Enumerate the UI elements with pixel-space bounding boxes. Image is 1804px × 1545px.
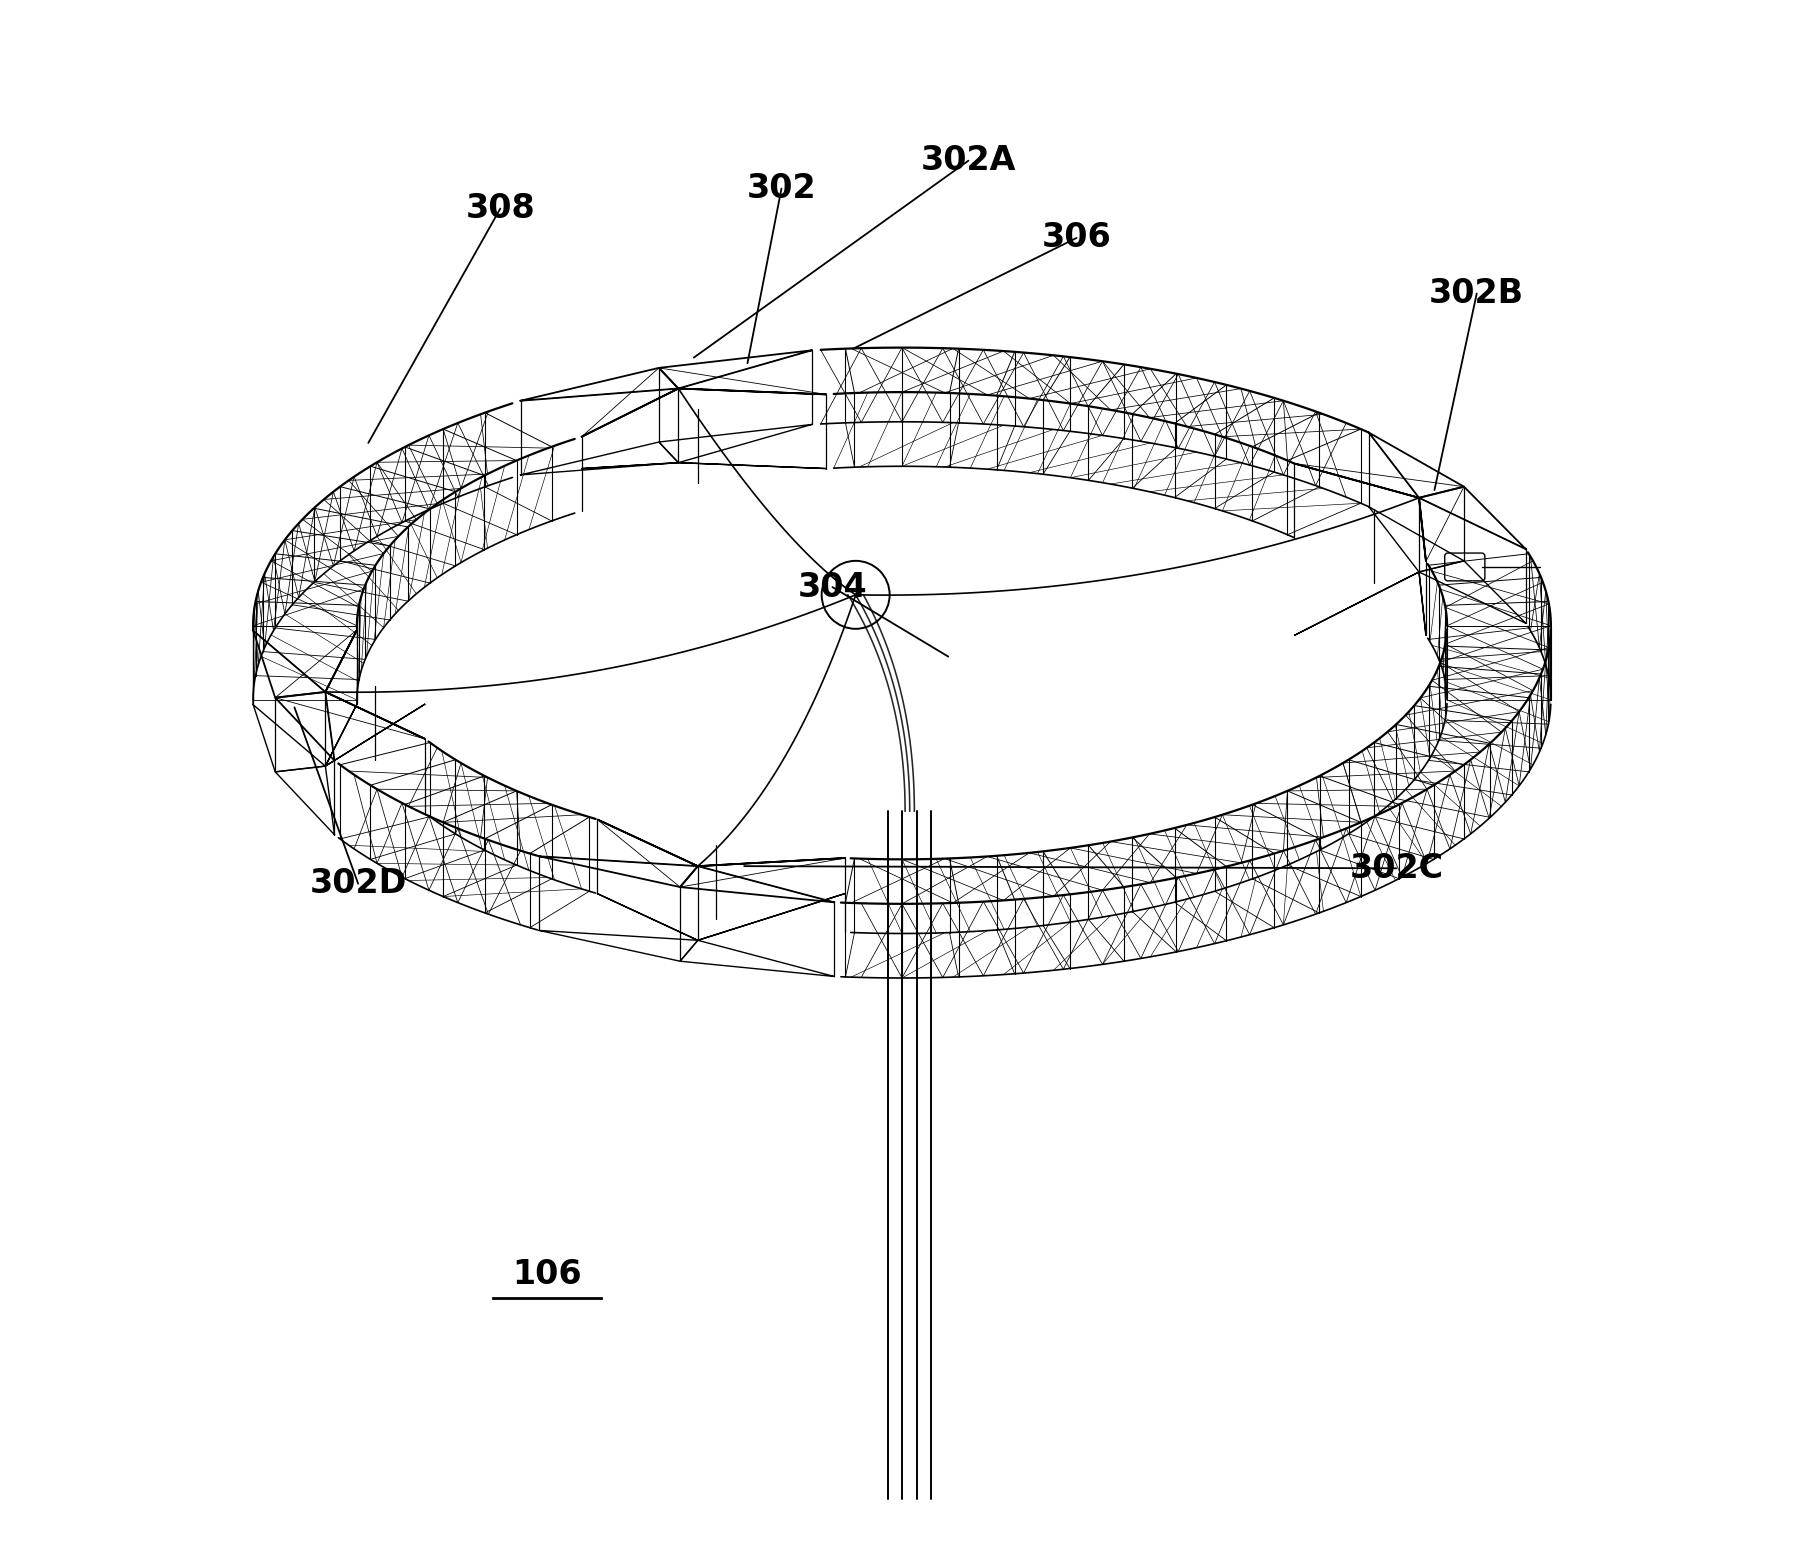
Text: 302C: 302C [1349,851,1443,885]
Text: 302A: 302A [920,144,1016,178]
Text: 308: 308 [465,192,536,226]
Text: 302B: 302B [1429,277,1524,311]
Text: 302D: 302D [310,867,408,901]
Text: 304: 304 [797,570,868,604]
Text: 302: 302 [747,171,815,205]
Text: 306: 306 [1041,221,1111,255]
FancyBboxPatch shape [1445,553,1485,581]
Text: 106: 106 [512,1258,581,1292]
